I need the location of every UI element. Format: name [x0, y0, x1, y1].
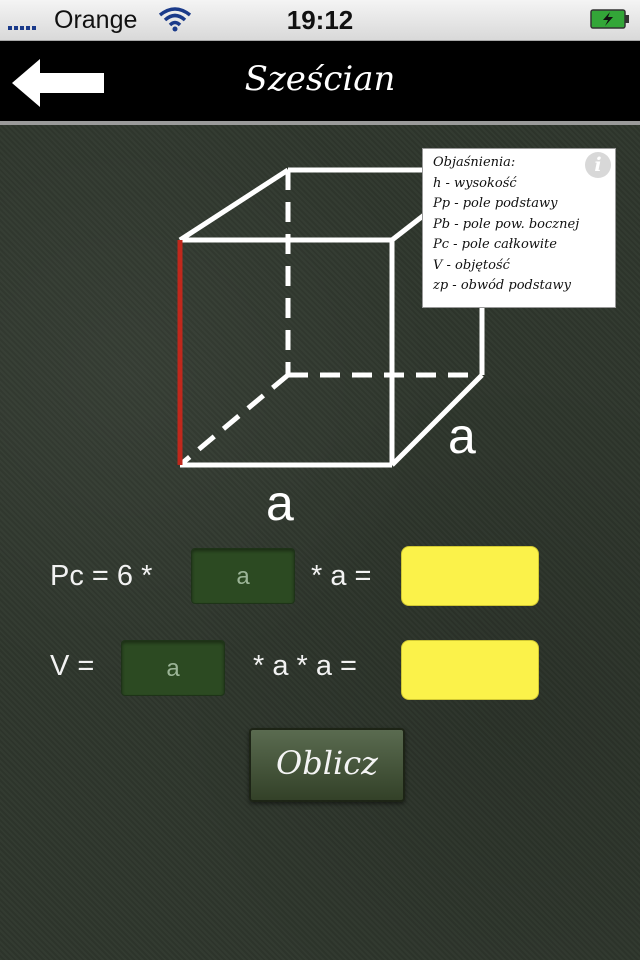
- wifi-icon: [158, 7, 192, 32]
- v-side-input[interactable]: a: [121, 640, 225, 696]
- back-arrow-icon[interactable]: [10, 57, 106, 109]
- info-icon[interactable]: i: [585, 152, 611, 178]
- legend-item: Pb - pole pow. bocznej: [433, 216, 580, 232]
- v-formula-suffix: * a * a =: [253, 650, 357, 682]
- carrier-name: Orange: [54, 6, 138, 34]
- signal-icon: [8, 12, 36, 30]
- calculate-button[interactable]: Oblicz: [249, 728, 405, 802]
- legend-item: V - objętość: [433, 257, 510, 273]
- cube-edge-hidden-depth: [178, 373, 290, 467]
- legend-panel: i Objaśnienia: h - wysokość Pp - pole po…: [422, 148, 616, 308]
- legend-item: Pp - pole podstawy: [433, 196, 558, 211]
- v-result-field[interactable]: [401, 640, 539, 700]
- battery-charging-icon: [590, 9, 629, 29]
- legend-item: zp - obwód podstawy: [433, 278, 571, 293]
- cube-edge-depth-top-left: [178, 167, 290, 243]
- navigation-bar: Sześcian: [0, 41, 640, 125]
- edge-label-side: a: [448, 408, 476, 464]
- status-bar: Orange 19:12: [0, 0, 640, 41]
- cube-edge-depth-bottom-right: [390, 373, 484, 467]
- pc-formula-suffix: * a =: [311, 560, 372, 592]
- legend-item: Pc - pole całkowite: [433, 237, 557, 252]
- edge-label-front: a: [266, 475, 294, 531]
- legend-item: h - wysokość: [433, 175, 517, 191]
- pc-formula-prefix: Pc = 6 *: [50, 560, 153, 592]
- status-time: 19:12: [286, 5, 354, 35]
- pc-result-field[interactable]: [401, 546, 539, 606]
- page-title: Sześcian: [244, 59, 396, 99]
- legend-title: Objaśnienia:: [433, 155, 516, 170]
- v-formula-prefix: V =: [50, 650, 95, 682]
- pc-side-input[interactable]: a: [191, 548, 295, 604]
